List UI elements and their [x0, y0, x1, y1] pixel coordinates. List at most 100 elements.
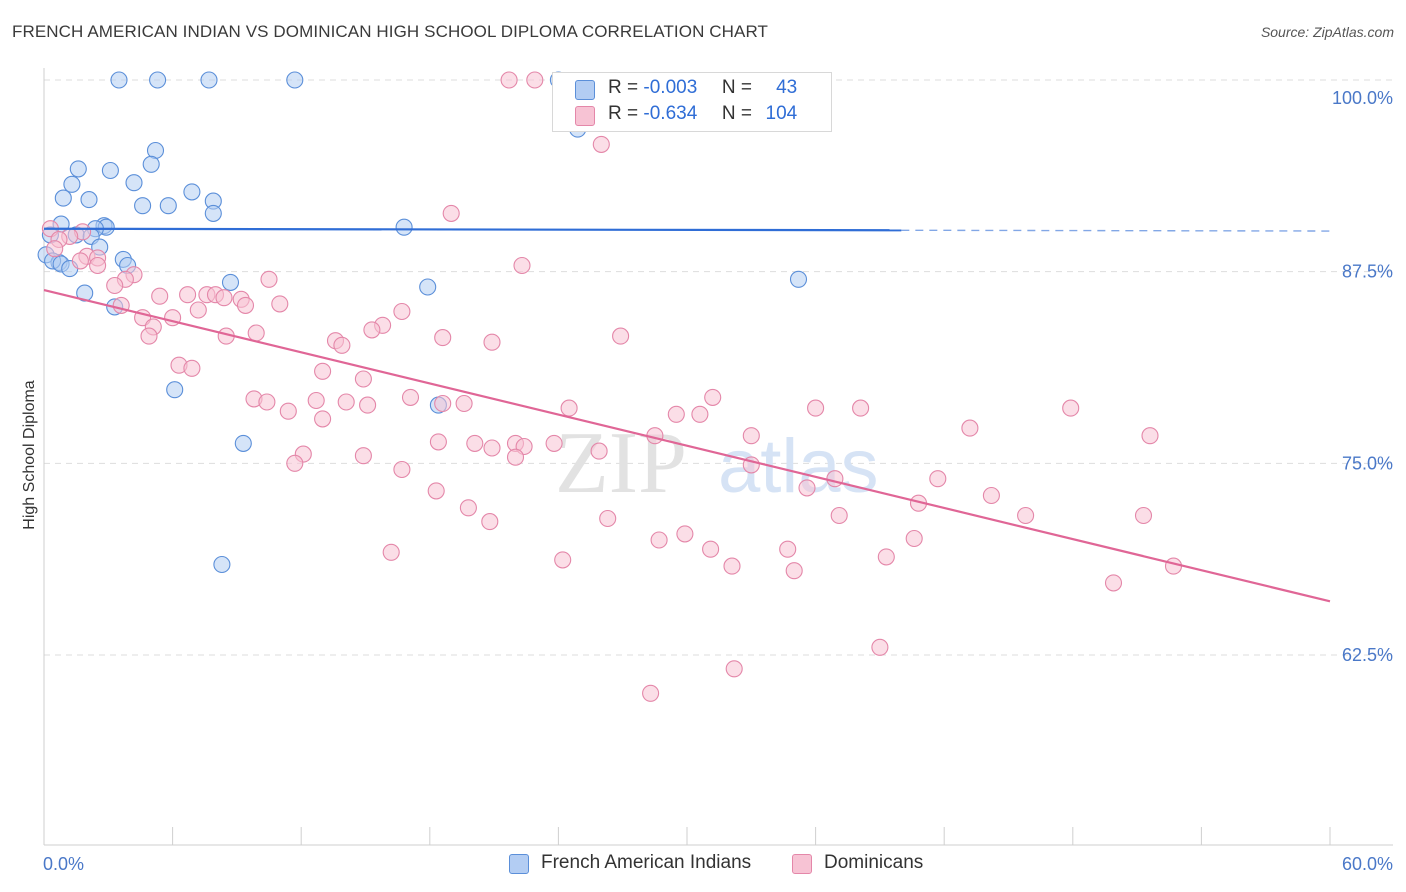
point-dominicans — [382, 543, 400, 561]
point-dominicans — [359, 396, 377, 414]
point-french-american-indians — [80, 191, 98, 209]
point-dominicans — [455, 394, 473, 413]
point-dominicans — [1134, 506, 1153, 525]
point-dominicans — [307, 391, 325, 410]
point-dominicans — [1062, 399, 1080, 417]
point-dominicans — [545, 434, 563, 452]
point-french-american-indians — [159, 197, 177, 215]
y-tick-label: 87.5% — [1342, 262, 1393, 282]
legend-r-value-blue: -0.003 — [643, 77, 698, 98]
point-dominicans — [71, 252, 89, 270]
point-french-american-indians — [166, 381, 184, 399]
point-french-american-indians — [142, 155, 160, 173]
point-dominicans — [871, 638, 889, 656]
x-tick-max: 60.0% — [1342, 854, 1393, 874]
point-dominicans — [723, 557, 741, 575]
point-dominicans — [286, 454, 304, 472]
point-french-american-indians — [221, 273, 240, 291]
point-dominicans — [704, 388, 722, 406]
point-dominicans — [46, 240, 64, 258]
bottom-legend-label-pink: Dominicans — [824, 852, 924, 873]
legend-swatch-pink — [575, 106, 595, 126]
point-dominicans — [798, 479, 816, 497]
point-dominicans — [506, 448, 525, 466]
point-dominicans — [982, 486, 1000, 505]
point-dominicans — [691, 405, 709, 423]
point-dominicans — [314, 362, 332, 380]
point-dominicans — [961, 419, 979, 437]
bottom-legend-label-blue: French American Indians — [541, 852, 752, 873]
point-dominicans — [483, 333, 501, 351]
point-french-american-indians — [76, 284, 94, 302]
point-dominicans — [106, 276, 124, 295]
point-dominicans — [826, 470, 844, 488]
point-dominicans — [667, 405, 685, 423]
point-french-american-indians — [204, 204, 222, 222]
point-dominicans — [354, 447, 372, 465]
x-tick-min: 0.0% — [43, 854, 84, 874]
point-dominicans — [650, 531, 668, 549]
bottom-legend-swatch-pink — [792, 854, 812, 874]
trend-line-dominicans — [43, 288, 1331, 603]
point-dominicans — [500, 71, 518, 89]
legend-swatch-blue — [575, 80, 595, 100]
point-french-american-indians — [101, 161, 119, 180]
point-dominicans — [258, 393, 276, 411]
point-dominicans — [592, 135, 610, 153]
watermark-atlas: atlas — [718, 424, 879, 509]
point-dominicans — [929, 470, 947, 488]
point-dominicans — [314, 410, 332, 428]
point-dominicans — [393, 460, 411, 479]
point-dominicans — [215, 289, 233, 307]
watermark: ZIP atlas — [555, 415, 879, 512]
point-french-american-indians — [200, 71, 218, 89]
point-dominicans — [247, 324, 265, 342]
x-tick-labels: 0.0% 60.0% — [43, 854, 1393, 874]
point-dominicans — [179, 286, 197, 304]
point-dominicans — [354, 370, 372, 388]
point-dominicans — [612, 327, 630, 345]
point-dominicans — [877, 548, 895, 566]
legend-r-label: R = — [608, 103, 639, 124]
bottom-legend-swatch-blue — [509, 854, 529, 874]
point-dominicans — [725, 660, 743, 678]
legend-n-value-pink: 104 — [765, 103, 798, 124]
point-french-american-indians — [125, 174, 143, 192]
legend-n-label: N = — [721, 103, 752, 124]
watermark-zip: ZIP — [555, 415, 687, 512]
point-french-american-indians — [69, 160, 87, 178]
point-dominicans — [260, 270, 278, 288]
point-dominicans — [642, 684, 660, 702]
legend-n-label: N = — [721, 77, 752, 98]
point-dominicans — [151, 287, 169, 305]
point-dominicans — [807, 399, 825, 417]
legend-n-value-blue: 43 — [776, 77, 798, 98]
point-french-american-indians — [213, 555, 231, 574]
point-french-american-indians — [234, 434, 252, 452]
point-dominicans — [599, 509, 617, 528]
point-dominicans — [560, 399, 578, 417]
point-french-american-indians — [149, 71, 167, 89]
point-dominicans — [459, 499, 477, 517]
point-dominicans — [434, 394, 452, 413]
point-french-american-indians — [789, 270, 808, 288]
point-dominicans — [337, 393, 355, 411]
point-french-american-indians — [419, 278, 437, 296]
point-dominicans — [785, 562, 803, 580]
point-dominicans — [852, 399, 870, 417]
y-tick-label: 100.0% — [1332, 88, 1393, 108]
axes — [43, 68, 1393, 846]
point-dominicans — [513, 256, 531, 275]
legend-row-dominicans: R = -0.634 N = 104 — [553, 102, 831, 128]
point-dominicans — [905, 529, 923, 548]
legend-r-value-pink: -0.634 — [643, 103, 698, 124]
point-dominicans — [590, 442, 608, 460]
point-dominicans — [236, 296, 255, 314]
point-dominicans — [333, 336, 351, 354]
point-dominicans — [483, 439, 501, 457]
point-dominicans — [183, 359, 201, 377]
point-dominicans — [363, 321, 381, 339]
y-tick-label: 75.0% — [1342, 453, 1393, 473]
point-dominicans — [271, 295, 289, 313]
